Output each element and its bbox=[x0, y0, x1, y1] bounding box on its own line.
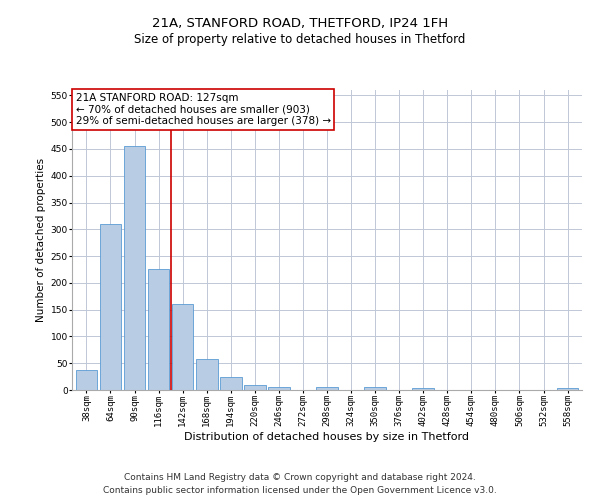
Bar bbox=[172, 304, 193, 390]
Bar bbox=[268, 388, 290, 390]
Bar bbox=[196, 359, 218, 390]
Text: 21A, STANFORD ROAD, THETFORD, IP24 1FH: 21A, STANFORD ROAD, THETFORD, IP24 1FH bbox=[152, 18, 448, 30]
Text: Size of property relative to detached houses in Thetford: Size of property relative to detached ho… bbox=[134, 32, 466, 46]
Bar bbox=[557, 388, 578, 390]
Bar bbox=[220, 376, 242, 390]
Bar bbox=[412, 388, 434, 390]
Bar bbox=[100, 224, 121, 390]
Bar bbox=[76, 370, 97, 390]
Bar bbox=[244, 384, 266, 390]
Bar bbox=[364, 388, 386, 390]
Y-axis label: Number of detached properties: Number of detached properties bbox=[37, 158, 46, 322]
X-axis label: Distribution of detached houses by size in Thetford: Distribution of detached houses by size … bbox=[185, 432, 470, 442]
Bar bbox=[124, 146, 145, 390]
Text: Contains HM Land Registry data © Crown copyright and database right 2024.
Contai: Contains HM Land Registry data © Crown c… bbox=[103, 474, 497, 495]
Bar bbox=[148, 270, 169, 390]
Text: 21A STANFORD ROAD: 127sqm
← 70% of detached houses are smaller (903)
29% of semi: 21A STANFORD ROAD: 127sqm ← 70% of detac… bbox=[76, 92, 331, 126]
Bar bbox=[316, 388, 338, 390]
